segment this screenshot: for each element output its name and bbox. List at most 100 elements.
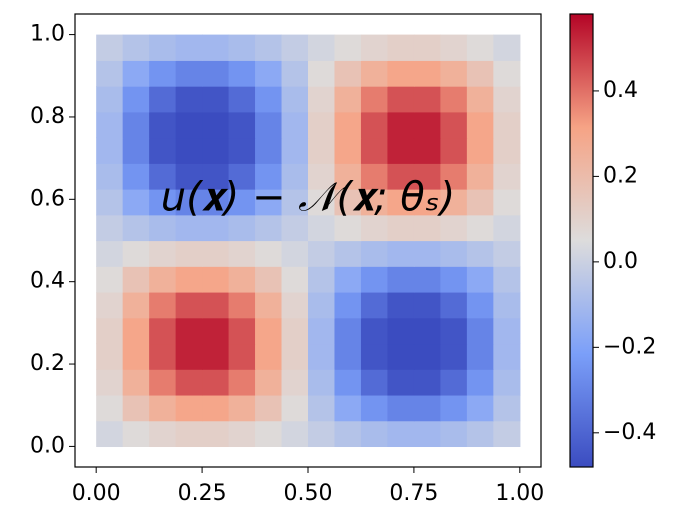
- heat-cell: [466, 420, 494, 448]
- heat-cell: [308, 394, 336, 422]
- y-tick-label: 0.8: [30, 104, 65, 129]
- annotation: u(𝐱) − 𝒩(𝐱; θₛ): [161, 174, 456, 220]
- heat-cell: [440, 240, 468, 267]
- heat-cell: [466, 394, 494, 422]
- heat-cell: [228, 343, 256, 370]
- heat-cell: [466, 343, 494, 370]
- heat-cell: [122, 343, 150, 370]
- heat-cell: [175, 420, 203, 448]
- heat-cell: [122, 60, 150, 87]
- heat-cell: [440, 34, 468, 61]
- heat-cell: [228, 317, 256, 345]
- heat-cell: [122, 214, 150, 242]
- heat-cell: [175, 343, 203, 370]
- heat-cell: [360, 60, 389, 87]
- heat-cell: [308, 189, 336, 216]
- heat-cell: [202, 163, 230, 190]
- heat-cell: [175, 34, 203, 61]
- heat-cell: [122, 394, 150, 422]
- heat-cell: [334, 317, 362, 345]
- heat-cell: [334, 189, 362, 216]
- heat-cell: [96, 86, 124, 113]
- y-tick-label: 0.4: [30, 269, 65, 294]
- heat-cell: [334, 86, 362, 113]
- heat-cell: [334, 394, 362, 422]
- heat-cell: [122, 137, 150, 164]
- heat-cell: [334, 60, 362, 87]
- heat-cell: [413, 317, 441, 345]
- heat-cell: [413, 266, 441, 293]
- heat-cell: [308, 137, 336, 164]
- heat-cell: [413, 291, 441, 319]
- heat-cell: [96, 60, 124, 87]
- heat-cell: [149, 394, 177, 422]
- heat-cell: [466, 240, 494, 267]
- heat-cell: [334, 214, 362, 242]
- heat-cell: [334, 240, 362, 267]
- heat-cell: [387, 163, 415, 190]
- heat-cell: [493, 189, 521, 216]
- heat-cell: [413, 240, 441, 267]
- heat-cell: [440, 291, 468, 319]
- heat-cell: [149, 317, 177, 345]
- heat-cell: [149, 214, 177, 242]
- heat-cell: [360, 291, 389, 319]
- heat-cell: [122, 111, 150, 139]
- heat-cell: [493, 291, 521, 319]
- heat-cell: [440, 343, 468, 370]
- heat-cell: [308, 214, 336, 242]
- heat-cell: [493, 369, 521, 396]
- heat-cell: [413, 163, 441, 190]
- heat-cell: [255, 60, 283, 87]
- heat-cell: [281, 111, 309, 139]
- heat-cell: [360, 34, 389, 61]
- colorbar-tick-label: 0.2: [603, 163, 638, 188]
- heat-cell: [387, 266, 415, 293]
- heat-cell: [96, 394, 124, 422]
- heat-cell: [413, 60, 441, 87]
- heat-cell: [175, 394, 203, 422]
- heat-cell: [466, 189, 494, 216]
- heat-cell: [122, 369, 150, 396]
- heat-cell: [281, 291, 309, 319]
- heat-cell: [281, 60, 309, 87]
- heat-cell: [360, 86, 389, 113]
- heat-cell: [440, 369, 468, 396]
- heat-cell: [308, 240, 336, 267]
- heat-cell: [308, 266, 336, 293]
- heat-cell: [122, 240, 150, 267]
- heat-cell: [96, 163, 124, 190]
- heat-cell: [281, 163, 309, 190]
- heat-cell: [440, 189, 468, 216]
- heat-cell: [149, 189, 177, 216]
- heat-cell: [387, 189, 415, 216]
- heat-cell: [281, 343, 309, 370]
- heat-cell: [413, 394, 441, 422]
- heat-cell: [387, 137, 415, 164]
- heat-cell: [281, 240, 309, 267]
- colorbar-tick-label: 0.4: [603, 78, 638, 103]
- heat-cell: [228, 266, 256, 293]
- heat-cell: [440, 137, 468, 164]
- heat-cell: [387, 420, 415, 448]
- heat-cell: [202, 34, 230, 61]
- heat-cell: [281, 420, 309, 448]
- heat-cell: [334, 163, 362, 190]
- heat-cell: [149, 266, 177, 293]
- heat-cell: [175, 214, 203, 242]
- heat-cell: [228, 291, 256, 319]
- heat-cell: [308, 111, 336, 139]
- colorbar-tick-label: −0.2: [603, 334, 656, 359]
- heat-cell: [255, 420, 283, 448]
- heat-cell: [255, 137, 283, 164]
- heat-cell: [122, 163, 150, 190]
- colorbar: [569, 13, 594, 468]
- heat-cell: [281, 394, 309, 422]
- heat-cell: [308, 60, 336, 87]
- heat-cell: [493, 86, 521, 113]
- heat-cell: [493, 214, 521, 242]
- heat-cell: [493, 111, 521, 139]
- heat-cell: [281, 214, 309, 242]
- heat-cell: [413, 111, 441, 139]
- heat-cell: [308, 163, 336, 190]
